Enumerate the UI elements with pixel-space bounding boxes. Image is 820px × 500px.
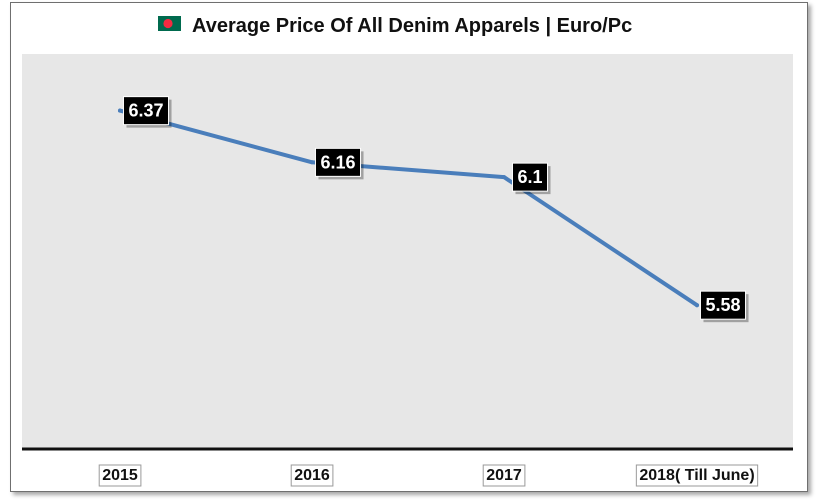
series-line [118, 108, 699, 308]
data-label-box [699, 290, 747, 320]
x-tick-label: 2015 [98, 464, 142, 487]
data-point [310, 160, 314, 165]
x-axis-ticks: 2015 2016 2017 2018( Till June) [98, 464, 759, 487]
data-label: 5.58 [699, 290, 749, 323]
x-tick-label: 2017 [482, 464, 526, 487]
data-label: 6.16 [314, 147, 364, 180]
data-label-text: 5.58 [705, 295, 740, 315]
bangladesh-flag-icon [158, 16, 181, 31]
x-tick-label-text: 2015 [102, 467, 138, 484]
x-tick-label: 2018( Till June) [635, 464, 759, 487]
data-labels: 6.37 6.16 6.1 5.58 [122, 96, 749, 323]
data-point [118, 108, 122, 113]
x-tick-label-box [635, 464, 759, 487]
x-tick-label-text: 2017 [486, 467, 522, 484]
data-label-box [122, 96, 170, 126]
x-tick-label-text: 2016 [294, 467, 330, 484]
data-label-box [511, 162, 549, 192]
data-label-text: 6.16 [320, 152, 355, 172]
data-label-text: 6.1 [517, 167, 542, 187]
flag-disc [163, 18, 173, 29]
data-label-box [314, 147, 362, 177]
chart-title: Average Price Of All Denim Apparels | Eu… [158, 15, 632, 37]
x-tick-label-box [98, 464, 142, 487]
data-point [502, 175, 506, 180]
x-tick-label: 2016 [290, 464, 334, 487]
x-tick-label-box [290, 464, 334, 487]
data-point [695, 303, 699, 308]
data-label: 6.37 [122, 96, 172, 128]
data-label: 6.1 [511, 162, 551, 195]
x-tick-label-box [482, 464, 526, 487]
chart-title-text: Average Price Of All Denim Apparels | Eu… [192, 15, 632, 37]
x-tick-label-text: 2018( Till June) [639, 467, 754, 484]
data-label-text: 6.37 [128, 101, 163, 121]
series-layer [118, 108, 699, 308]
